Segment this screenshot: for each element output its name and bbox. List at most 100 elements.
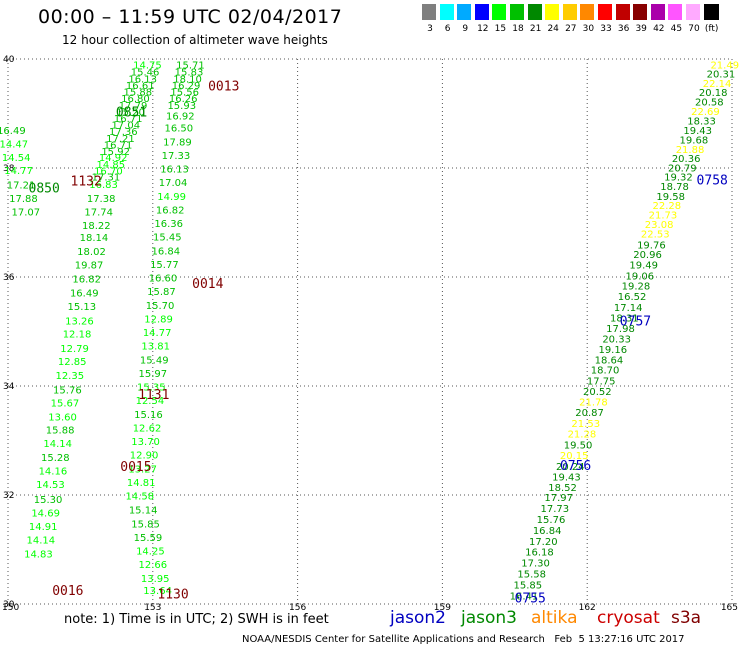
- wave-height-value: 16.13: [160, 165, 189, 176]
- wave-height-value: 20.18: [699, 88, 728, 99]
- wave-height-value: 19.43: [683, 126, 712, 137]
- wave-height-value: 20.87: [575, 408, 604, 419]
- wave-height-value: 20.79: [668, 163, 697, 174]
- wave-height-value: 19.28: [622, 282, 651, 293]
- legend-label: 18: [512, 24, 524, 34]
- lat-tick-label: 40: [3, 55, 15, 65]
- wave-height-value: 19.68: [680, 136, 709, 147]
- lon-tick-label: 165: [721, 603, 738, 613]
- lat-tick-label: 38: [3, 164, 15, 174]
- legend-label: (ft): [704, 24, 719, 34]
- wave-height-value: 14.69: [31, 508, 60, 519]
- wave-height-value: 21.49: [710, 60, 739, 71]
- legend-label: 45: [670, 24, 683, 34]
- wave-height-value: 18.31: [610, 313, 639, 324]
- wave-height-value: 18.64: [595, 355, 624, 366]
- legend-swatch: [457, 4, 473, 20]
- pass-time-label: 0851: [116, 105, 147, 120]
- map-title: 00:00 – 11:59 UTC 02/04/2017: [38, 6, 343, 28]
- wave-height-value: 15.88: [46, 426, 75, 437]
- legend-swatch: [527, 4, 543, 20]
- wave-height-value: 20.24: [556, 462, 585, 473]
- wave-height-value: 15.93: [167, 101, 196, 112]
- wave-height-value: 22.14: [703, 79, 732, 90]
- wave-height-value: 13.70: [131, 437, 160, 448]
- legend-label: 24: [547, 24, 559, 34]
- wave-height-value: 15.70: [146, 301, 175, 312]
- wave-height-value: 16.60: [149, 274, 178, 285]
- legend-label: 15: [494, 24, 507, 34]
- wave-height-value: 17.73: [541, 504, 570, 515]
- wave-height-value: 14.99: [157, 192, 186, 203]
- wave-height-value: 15.46: [131, 68, 160, 79]
- wave-height-value: 16.29: [172, 81, 201, 92]
- lat-tick-label: 32: [3, 491, 14, 501]
- wave-height-value: 15.85: [131, 519, 160, 530]
- wave-height-value: 18.52: [548, 483, 577, 494]
- lat-tick-label: 34: [3, 382, 15, 392]
- pass-time-label: 0015: [120, 460, 151, 475]
- wave-height-value: 19.58: [656, 192, 685, 203]
- wave-height-value: 14.14: [27, 536, 56, 547]
- wave-height-value: 17.14: [614, 303, 643, 314]
- wave-height-value: 13.26: [65, 317, 94, 328]
- legend-label: 70: [688, 24, 700, 34]
- wave-height-value: 17.30: [521, 559, 550, 570]
- wave-height-value: 13.81: [141, 342, 170, 353]
- lon-tick-label: 153: [144, 603, 161, 613]
- wave-height-value: 14.91: [29, 522, 58, 533]
- wave-height-value: 21.78: [579, 397, 608, 408]
- lon-tick-label: 159: [434, 603, 451, 613]
- wave-height-value: 15.58: [517, 569, 546, 580]
- lat-tick-label: 36: [3, 273, 15, 283]
- wave-height-value: 19.50: [564, 440, 593, 451]
- wave-height-value: 14.92: [99, 153, 128, 164]
- wave-height-value: 15.35: [137, 383, 166, 394]
- pass-time-label: 1130: [157, 588, 188, 603]
- wave-height-value: 20.36: [672, 154, 701, 165]
- wave-height-value: 20.96: [633, 250, 662, 261]
- lat-tick-label: 30: [3, 600, 15, 610]
- wave-height-value: 20.52: [583, 387, 612, 398]
- wave-height-value: 12.66: [138, 560, 167, 571]
- wave-height-value: 19.32: [664, 173, 693, 184]
- legend-label: 6: [444, 24, 451, 34]
- wave-height-value: 17.21: [7, 180, 36, 191]
- wave-height-value: 15.92: [101, 147, 130, 158]
- satellite-label-jason2: jason2: [390, 608, 446, 628]
- wave-height-value: 20.31: [707, 70, 736, 81]
- legend-swatch: [562, 4, 578, 20]
- wave-height-value: 21.53: [571, 419, 600, 430]
- wave-height-value: 19.43: [552, 472, 581, 483]
- legend-label: 12: [477, 24, 489, 34]
- legend-label: 3: [427, 24, 433, 34]
- wave-height-value: 14.81: [127, 478, 156, 489]
- satellite-label-altika: altika: [531, 608, 578, 628]
- wave-height-value: 14.53: [36, 480, 65, 491]
- wave-height-value: 20.58: [695, 98, 724, 109]
- wave-height-value: 15.59: [134, 533, 163, 544]
- legend-label: 21: [529, 24, 542, 34]
- wave-height-value: 14.14: [43, 439, 72, 450]
- wave-height-value: 17.38: [87, 194, 116, 205]
- legend-swatch: [668, 4, 684, 20]
- wave-height-value: 15.88: [124, 88, 153, 99]
- wave-height-value: 18.14: [80, 233, 109, 244]
- wave-height-value: 17.89: [163, 137, 192, 148]
- satellite-label-cryosat: cryosat: [597, 608, 660, 628]
- wave-height-value: 16.71: [114, 114, 143, 125]
- wave-height-value: 16.41: [510, 591, 539, 602]
- wave-height-value: 12.89: [144, 314, 173, 325]
- satellite-label-s3a: s3a: [671, 608, 702, 628]
- wave-height-value: 15.87: [147, 287, 176, 298]
- wave-height-value: 18.10: [173, 75, 202, 86]
- legend-swatch: [598, 4, 613, 20]
- wave-height-value: 16.82: [156, 205, 185, 216]
- wave-height-value: 16.83: [89, 180, 118, 191]
- wave-height-value: 15.67: [51, 398, 80, 409]
- lon-tick-label: 150: [2, 603, 19, 613]
- wave-height-value: 16.61: [126, 81, 155, 92]
- wave-height-value: 15.13: [68, 302, 97, 313]
- wave-height-value: 14.16: [39, 466, 68, 477]
